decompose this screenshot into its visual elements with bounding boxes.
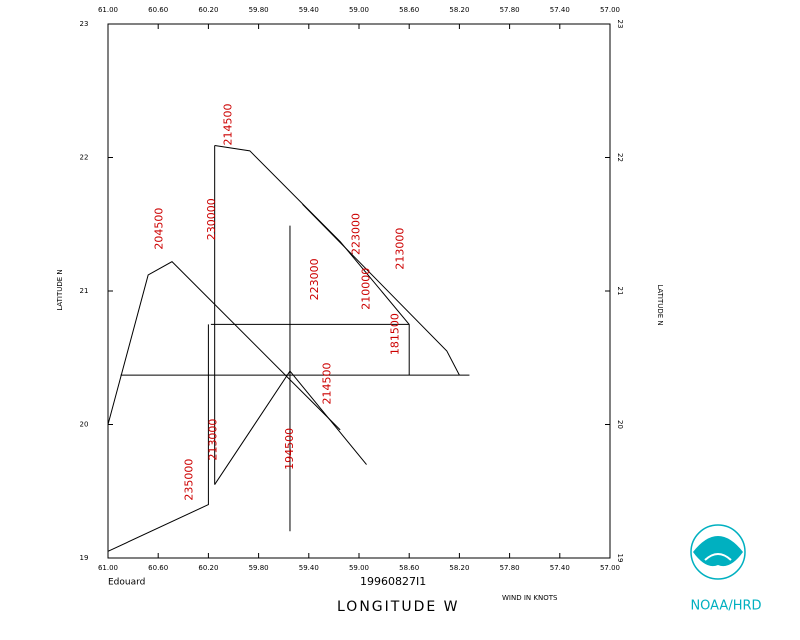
time-label: 213000 <box>206 419 219 461</box>
y-axis-label-right: LATITUDE N <box>656 284 664 325</box>
time-label: 235000 <box>183 459 196 501</box>
y-tick-label: 19 <box>616 554 624 563</box>
x-axis-label: LONGITUDE W <box>337 599 460 615</box>
x-tick-label: 60.20 <box>198 564 218 572</box>
time-label: 213000 <box>393 228 406 270</box>
y-tick-label: 21 <box>616 287 624 296</box>
time-label: 204500 <box>152 208 165 250</box>
x-tick-label: 59.00 <box>349 6 369 14</box>
time-label: 214500 <box>221 103 234 145</box>
flight-track <box>107 261 341 431</box>
x-tick-label: 57.80 <box>500 564 520 572</box>
y-tick-label: 23 <box>80 20 89 28</box>
y-tick-label: 20 <box>616 420 624 429</box>
x-tick-label: 60.60 <box>148 564 168 572</box>
flight-track <box>214 144 410 376</box>
x-tick-label: 57.40 <box>550 6 570 14</box>
time-label: 214500 <box>321 362 334 404</box>
time-label: 194500 <box>283 428 296 470</box>
x-tick-label: 58.60 <box>399 564 419 572</box>
x-tick-label: 57.80 <box>500 6 520 14</box>
y-tick-label: 22 <box>616 153 624 162</box>
y-tick-label: 23 <box>616 20 624 29</box>
x-tick-label: 61.00 <box>98 564 118 572</box>
x-tick-label: 59.00 <box>349 564 369 572</box>
y-tick-label: 19 <box>80 554 89 562</box>
time-label: 223000 <box>349 213 362 255</box>
x-tick-label: 59.40 <box>299 6 319 14</box>
x-tick-label: 59.80 <box>249 564 269 572</box>
time-label: 223000 <box>308 258 321 300</box>
x-tick-label: 60.60 <box>148 6 168 14</box>
time-label: 210000 <box>360 268 373 310</box>
y-tick-label: 22 <box>80 154 89 162</box>
x-tick-label: 58.60 <box>399 6 419 14</box>
flight-track <box>302 203 460 376</box>
flight-id: 19960827I1 <box>360 575 426 588</box>
agency: NOAA/HRD <box>690 599 761 614</box>
storm-name: Edouard <box>108 578 145 588</box>
x-tick-label: 57.40 <box>550 564 570 572</box>
x-tick-label: 58.20 <box>449 6 469 14</box>
y-tick-label: 21 <box>80 287 89 295</box>
x-tick-label: 57.00 <box>600 564 620 572</box>
x-tick-label: 61.00 <box>98 6 118 14</box>
x-tick-label: 59.40 <box>299 564 319 572</box>
time-label: 181500 <box>388 313 401 355</box>
wind-note: WIND IN KNOTS <box>502 594 558 602</box>
y-tick-label: 20 <box>80 421 89 429</box>
x-tick-label: 58.20 <box>449 564 469 572</box>
x-tick-label: 59.80 <box>249 6 269 14</box>
flight-track <box>107 324 209 552</box>
y-axis-label: LATITUDE N <box>56 269 64 310</box>
time-label: 230000 <box>205 198 218 240</box>
x-tick-label: 60.20 <box>198 6 218 14</box>
x-tick-label: 57.00 <box>600 6 620 14</box>
noaa-logo <box>690 524 746 580</box>
flight-track <box>214 370 367 485</box>
